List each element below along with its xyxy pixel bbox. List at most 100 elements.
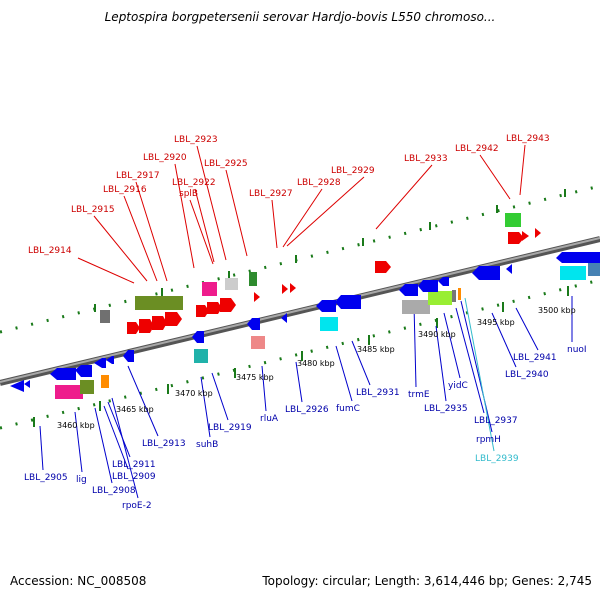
top-callout-line (135, 181, 168, 282)
feature-red-arrow (165, 312, 182, 326)
feature-green-box (505, 213, 521, 227)
bottom-gene-label: rluA (260, 414, 279, 424)
ruler-label: 3480 kbp (297, 359, 335, 368)
feature-gray-box (100, 310, 110, 323)
top-callout-line (225, 169, 248, 257)
top-callout-line (271, 199, 278, 249)
bottom-gene-label: LBL_2926 (285, 405, 329, 415)
feature-blue-arrow (10, 380, 24, 392)
bottom-gene-label: LBL_2919 (208, 423, 252, 433)
feature-red-arrow (127, 322, 140, 334)
feature-red-arrow (220, 298, 236, 312)
bottom-callout-line (351, 340, 371, 386)
bottom-gene-label: trmE (408, 390, 430, 400)
bottom-callout-line (39, 425, 44, 471)
top-callout-line (479, 154, 511, 200)
genome-backbone-highlight (0, 237, 600, 383)
bottom-gene-label: LBL_2935 (424, 404, 468, 414)
feature-blue-small (281, 313, 287, 323)
bottom-callout-line (335, 345, 353, 402)
top-gene-label: LBL_2933 (404, 154, 448, 164)
feature-red-arrow (152, 316, 167, 330)
top-gene-label: LBL_2942 (455, 144, 499, 154)
feature-lime-box (428, 291, 452, 305)
bottom-callout-line (74, 411, 83, 473)
feature-blue-arrow (418, 280, 438, 292)
ruler-label: 3490 kbp (418, 330, 456, 339)
top-gene-label: LBL_2920 (143, 153, 187, 163)
top-callout-line (194, 188, 215, 263)
bottom-gene-label: LBL_2905 (24, 473, 68, 483)
feature-blue-small (506, 264, 512, 274)
reverse-strand-features (10, 252, 600, 399)
feature-blue-small (24, 380, 30, 388)
feature-blue-arrow (247, 318, 260, 330)
feature-cyan-box (560, 266, 586, 280)
feature-magenta-box (55, 385, 83, 399)
top-callout-line (189, 199, 214, 265)
bottom-callout-lines (39, 296, 573, 499)
bottom-gene-label: LBL_2941 (513, 353, 557, 363)
bottom-gene-label: nuoI (567, 345, 587, 355)
bottom-callout-line (127, 365, 159, 437)
top-callout-line (375, 164, 433, 230)
ruler-label: 3495 kbp (477, 318, 515, 327)
top-gene-label: LBL_2916 (103, 185, 147, 195)
bottom-gene-label: LBL_2937 (474, 416, 518, 426)
bottom-gene-label: LBL_2908 (92, 486, 136, 496)
bottom-gene-labels: LBL_2905 lig LBL_2908 LBL_2909 LBL_2911 rpoE-… (24, 345, 587, 511)
bottom-callout-line (107, 401, 131, 458)
forward-strand-features (100, 213, 541, 334)
feature-red-arrow (196, 305, 209, 317)
bottom-gene-label: LBL_2909 (112, 472, 156, 482)
feature-red-arrow (139, 319, 154, 333)
feature-red-small (290, 283, 296, 293)
bottom-callout-line (443, 312, 461, 379)
top-callout-line (286, 176, 365, 247)
feature-blue-arrow (75, 365, 92, 377)
ruler-label: 3470 kbp (175, 389, 213, 398)
bottom-callout-line (464, 297, 495, 452)
ruler-label: 3500 kbp (538, 306, 576, 315)
top-callout-line (282, 188, 323, 248)
feature-blue-arrow (472, 266, 500, 280)
top-callout-line (123, 195, 158, 282)
bottom-gene-label: rpmH (476, 435, 501, 445)
ruler-labels: 3460 kbp 3465 kbp 3470 kbp 3475 kbp 3480 kbp… (57, 306, 576, 430)
bottom-callout-line (200, 376, 211, 438)
feature-blue-small (94, 358, 106, 368)
bottom-gene-label: suhB (196, 440, 218, 450)
top-callout-line (174, 163, 195, 269)
ruler-label: 3485 kbp (357, 345, 395, 354)
feature-gray-bar (402, 300, 430, 314)
feature-slate-box (588, 263, 600, 276)
bottom-callout-line (515, 307, 539, 351)
ruler-label: 3465 kbp (116, 405, 154, 414)
upper-major-ticks (94, 189, 566, 312)
bottom-gene-label: lig (76, 475, 87, 485)
feature-blue-small (106, 356, 114, 364)
bottom-callout-line (103, 405, 129, 470)
feature-red-small (254, 292, 260, 302)
top-gene-label: LBL_2925 (204, 159, 248, 169)
bottom-gene-label: rpoE-2 (122, 501, 152, 511)
genome-summary-text: Topology: circular; Length: 3,614,446 bp… (262, 574, 592, 588)
feature-blue-arrow (399, 284, 418, 296)
bottom-callout-line (491, 312, 517, 368)
map-title: Leptospira borgpetersenii serovar Hardjo… (104, 10, 496, 24)
feature-green-box (249, 272, 257, 286)
top-gene-label: splB (179, 189, 198, 199)
bottom-gene-label: fumC (336, 404, 360, 414)
ruler-label: 3460 kbp (57, 421, 95, 430)
feature-blue-small (438, 277, 449, 286)
top-gene-label: LBL_2914 (28, 246, 72, 256)
top-gene-label: LBL_2928 (297, 178, 341, 188)
feature-blue-arrow (556, 252, 600, 263)
top-gene-label: LBL_2943 (506, 134, 550, 144)
feature-red-small (522, 231, 529, 241)
bottom-callout-line (435, 325, 447, 402)
feature-blue-arrow (123, 350, 134, 362)
top-callout-line (196, 145, 227, 261)
feature-red-small (535, 228, 541, 238)
feature-red-arrow (375, 261, 391, 273)
